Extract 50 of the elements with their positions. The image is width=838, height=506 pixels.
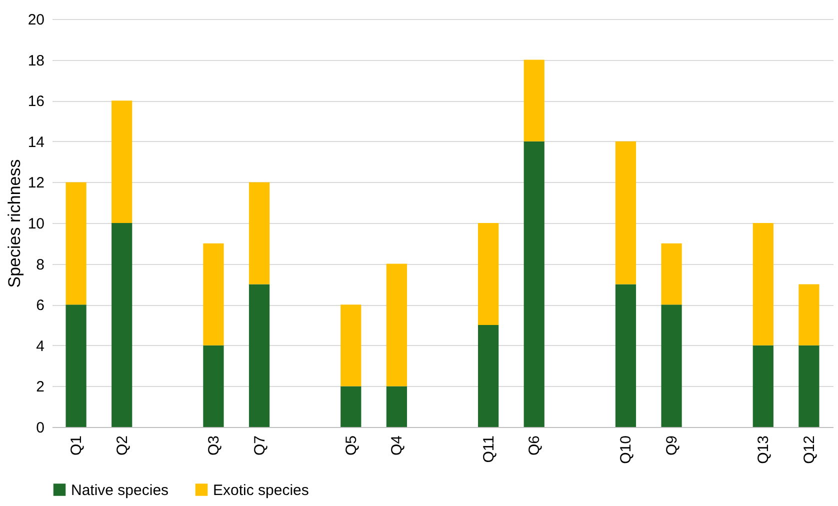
legend-label: Exotic species bbox=[213, 482, 309, 499]
bar bbox=[752, 345, 774, 427]
bar bbox=[66, 304, 86, 427]
bar bbox=[340, 304, 362, 386]
y-tick-label: 18 bbox=[28, 52, 44, 70]
x-tick-label: Q9 bbox=[664, 436, 681, 456]
bar bbox=[615, 284, 636, 427]
y-axis-title: Species richness bbox=[4, 159, 24, 288]
y-tick-label: 20 bbox=[28, 12, 44, 28]
x-tick-label: Q5 bbox=[342, 436, 360, 456]
bar bbox=[661, 304, 682, 427]
bar bbox=[203, 345, 224, 427]
y-tick-label: 14 bbox=[28, 134, 44, 151]
y-tick-label: 12 bbox=[28, 174, 44, 192]
bar bbox=[798, 345, 820, 427]
bar bbox=[386, 386, 407, 427]
bar bbox=[524, 60, 544, 142]
x-tick-label: Q10 bbox=[618, 436, 635, 464]
x-tick-label: Q3 bbox=[205, 436, 222, 456]
y-tick-label: 6 bbox=[36, 297, 44, 314]
bar bbox=[66, 182, 86, 305]
bar bbox=[340, 386, 362, 427]
x-tick-label: Q4 bbox=[388, 436, 406, 456]
x-tick-label: Q6 bbox=[526, 436, 544, 456]
x-tick-label: Q2 bbox=[114, 436, 131, 456]
bar bbox=[524, 141, 544, 427]
y-tick-label: 16 bbox=[28, 93, 44, 110]
bar bbox=[661, 243, 682, 305]
y-tick-label: 10 bbox=[28, 216, 44, 232]
bar bbox=[248, 182, 270, 284]
bar bbox=[203, 243, 224, 346]
y-tick-label: 8 bbox=[36, 256, 44, 274]
bar bbox=[248, 284, 270, 427]
bar bbox=[112, 100, 132, 223]
x-tick-label: Q11 bbox=[480, 436, 498, 463]
bar bbox=[615, 141, 636, 284]
y-tick-label: 4 bbox=[36, 338, 44, 355]
bar bbox=[112, 223, 132, 427]
x-tick-label: Q1 bbox=[68, 436, 86, 456]
x-tick-label: Q12 bbox=[800, 436, 818, 464]
legend-label: Native species bbox=[71, 482, 169, 499]
bar bbox=[478, 223, 499, 325]
x-tick-label: Q7 bbox=[251, 436, 268, 456]
y-tick-label: 0 bbox=[36, 420, 44, 436]
bar bbox=[478, 325, 499, 427]
bar bbox=[752, 223, 774, 346]
bar bbox=[798, 284, 820, 346]
x-tick-label: Q13 bbox=[755, 436, 772, 464]
bar bbox=[386, 264, 407, 386]
y-tick-label: 2 bbox=[36, 378, 44, 396]
